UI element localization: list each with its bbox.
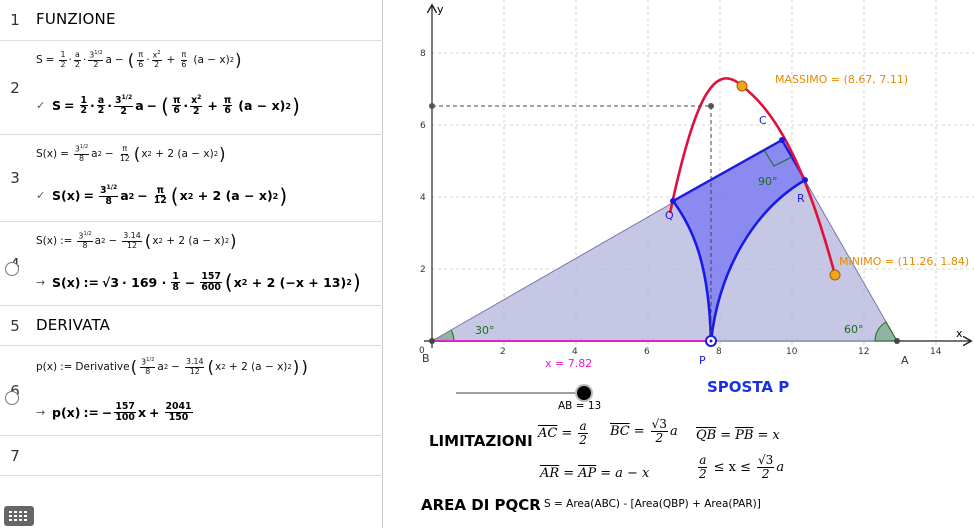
show-object-toggle[interactable] (5, 391, 19, 405)
keyboard-icon[interactable] (4, 506, 34, 526)
label-b: B (422, 352, 430, 365)
cas-row[interactable]: 7 (0, 436, 383, 476)
x-tick: 8 (716, 347, 722, 357)
row-number: 1 (10, 11, 20, 29)
area-title: AREA DI PQCR (421, 496, 541, 514)
point-minimo[interactable] (829, 269, 841, 281)
limitation-bc: BC = √3 2 a (610, 417, 678, 445)
row-number: 5 (10, 316, 20, 335)
minimo-label: MINIMO = (11.26, 1.84) (839, 255, 969, 268)
slider-label: AB = 13 (558, 400, 602, 412)
row-number: 2 (10, 78, 20, 97)
y-tick: 8 (420, 49, 426, 59)
quadrilateral-pqcr[interactable] (673, 140, 805, 341)
cas-view: 1 FUNZIONE 2 S = 1 2 · a 2 · 31/2 2 a −( π 6 · x2… (0, 0, 383, 528)
point-massimo[interactable] (736, 80, 748, 92)
curve-point[interactable] (708, 103, 714, 109)
area-formula: S = Area(ABC) - [Area(QBP) + Area(PAR)] (544, 498, 761, 510)
angle-c-label: 90° (758, 175, 778, 188)
point-a[interactable] (894, 338, 900, 344)
origin-label: 0 (419, 346, 425, 356)
check-icon: ✓ (36, 189, 46, 203)
x-tick: 12 (858, 347, 869, 357)
x-value-label: x = 7.82 (545, 357, 592, 370)
x-tick: 14 (930, 347, 942, 357)
check-icon: ✓ (36, 99, 46, 113)
cas-text-cell[interactable]: DERIVATA (36, 316, 111, 334)
point-c[interactable] (779, 137, 785, 143)
x-tick-labels: 2 4 6 8 10 12 14 (500, 347, 942, 357)
x-tick: 6 (644, 347, 650, 357)
angle-a-label: 60° (844, 323, 864, 336)
limitazioni-title: LIMITAZIONI (429, 432, 533, 450)
graphics-view[interactable]: x y 2 4 6 8 10 12 14 2 4 6 8 0 (384, 0, 974, 528)
label-c: C (759, 114, 767, 127)
triangle-abc[interactable] (430, 139, 898, 342)
angle-b-label: 30° (475, 324, 495, 337)
cas-text-cell[interactable]: FUNZIONE (36, 10, 116, 28)
arc-pr[interactable] (709, 178, 806, 342)
cas-output: → p(x):= − 157 100 x + 2041 150 (36, 401, 193, 423)
label-p: P (699, 354, 706, 367)
show-object-toggle[interactable] (5, 262, 19, 276)
y-tick: 4 (420, 193, 426, 203)
arrow-icon: → (36, 405, 46, 419)
y-tick: 2 (420, 265, 426, 275)
arc-pq[interactable] (671, 200, 713, 342)
arrow-icon: → (36, 275, 46, 289)
guide-point-y (429, 103, 435, 109)
label-r: R (797, 192, 805, 205)
x-tick: 10 (786, 347, 798, 357)
limitation-qb: QB = PB = x (696, 428, 780, 443)
y-tick-labels: 2 4 6 8 (420, 49, 426, 275)
slider-handle[interactable] (575, 384, 593, 402)
sposta-p-title: SPOSTA P (707, 378, 790, 396)
label-q: Q (665, 209, 674, 222)
x-tick: 4 (572, 347, 578, 357)
limitation-ar: AR = AP = a − x (540, 466, 650, 481)
row-number: 7 (10, 446, 20, 465)
x-axis-label: x (956, 327, 963, 340)
cas-row[interactable]: 5 DERIVATA (0, 306, 383, 346)
y-tick: 6 (420, 121, 426, 131)
row-number: 3 (10, 169, 20, 187)
point-b[interactable] (429, 338, 435, 344)
massimo-label: MASSIMO = (8.67, 7.11) (775, 73, 908, 86)
cas-row[interactable]: 1 FUNZIONE (0, 0, 383, 41)
angle-a-arc (874, 321, 898, 342)
x-tick: 2 (500, 347, 506, 357)
label-a: A (901, 354, 909, 367)
row-number: 6 (10, 381, 20, 400)
point-r[interactable] (802, 177, 808, 183)
y-axis-label: y (437, 3, 444, 16)
right-angle-mark (763, 149, 793, 167)
point-q[interactable] (670, 198, 676, 204)
geometry-canvas[interactable]: x y 2 4 6 8 10 12 14 2 4 6 8 0 (384, 0, 974, 528)
